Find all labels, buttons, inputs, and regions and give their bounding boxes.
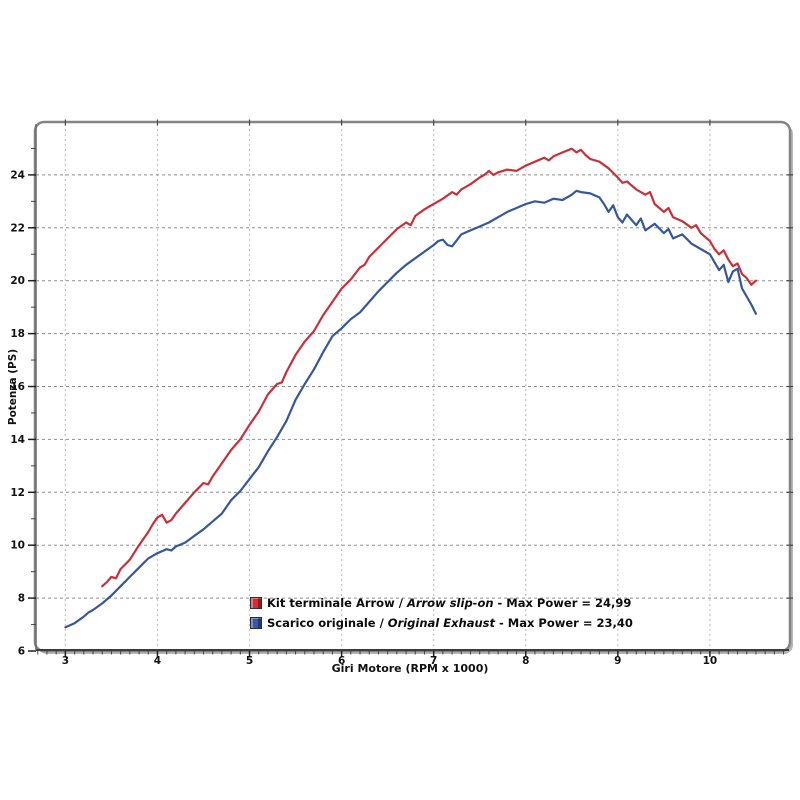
x-tick-label: 5	[246, 655, 253, 667]
legend-label-arrow-sep: /	[394, 596, 407, 610]
legend-label-arrow-maxpower: - Max Power = 24,99	[493, 596, 632, 610]
y-axis-title: Potenza (PS)	[7, 348, 19, 426]
y-tick-label: 6	[18, 646, 25, 658]
x-tick-label: 9	[614, 655, 621, 667]
y-tick-label: 20	[10, 275, 25, 287]
y-tick-label: 14	[10, 434, 25, 446]
y-tick-label: 24	[10, 169, 25, 181]
legend-item-arrow-kit: Kit terminale Arrow / Arrow slip-on - Ma…	[250, 593, 633, 613]
x-tick-label: 3	[62, 655, 69, 667]
y-tick-label: 18	[10, 328, 25, 340]
y-tick-label: 22	[10, 222, 25, 234]
legend: Kit terminale Arrow / Arrow slip-on - Ma…	[250, 593, 633, 633]
y-tick-label: 16	[10, 381, 25, 393]
x-tick-label: 6	[338, 655, 345, 667]
legend-label-original-regular: Scarico originale	[267, 616, 376, 630]
y-tick-label: 10	[10, 540, 25, 552]
y-tick-label: 12	[10, 487, 25, 499]
legend-key-red-icon	[250, 597, 262, 609]
x-tick-label: 10	[703, 655, 718, 667]
series-arrow-kit-line	[101, 147, 758, 588]
legend-label-arrow-regular: Kit terminale Arrow	[267, 596, 395, 610]
legend-label-original-sep: /	[375, 616, 388, 630]
legend-key-blue-icon	[250, 617, 262, 629]
legend-item-original-exhaust: Scarico originale / Original Exhaust - M…	[250, 613, 633, 633]
x-tick-label: 7	[430, 655, 437, 667]
legend-label-original-maxpower: - Max Power = 23,40	[495, 616, 633, 630]
plot-frame	[33, 120, 792, 653]
x-tick-label: 8	[522, 655, 529, 667]
legend-label-original-italic: Original Exhaust	[387, 616, 496, 630]
x-axis-title: Giri Motore (RPM x 1000)	[331, 662, 489, 675]
x-tick-label: 4	[154, 655, 161, 667]
legend-label-arrow-italic: Arrow slip-on	[406, 596, 494, 610]
y-tick-label: 8	[18, 593, 25, 605]
series-original-exhaust-line	[64, 189, 758, 629]
